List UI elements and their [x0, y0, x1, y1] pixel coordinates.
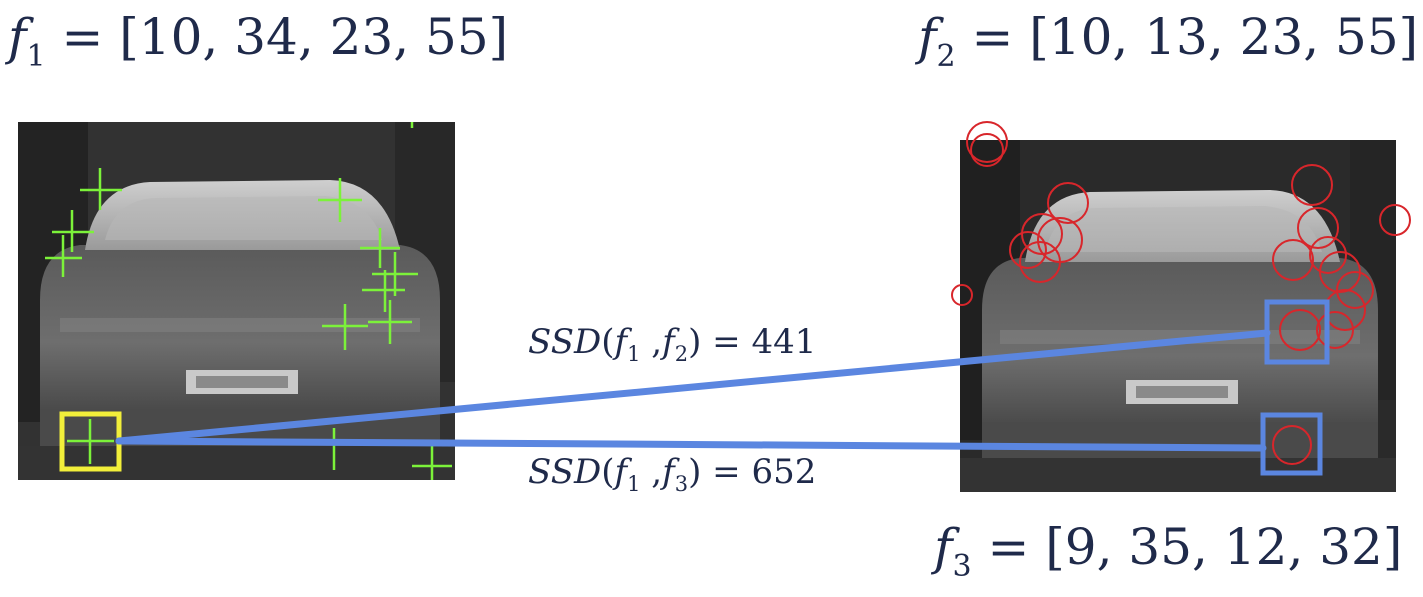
ssd12-open: ( [601, 322, 615, 362]
ssd12-fn: SSD [528, 322, 602, 362]
ssd13-fn: SSD [528, 452, 602, 492]
ssd-f1-f2-label: SSD(f1 ,f2) = 441 [528, 322, 816, 366]
left-car-image [18, 122, 455, 480]
ssd13-result: = 652 [701, 452, 817, 492]
ssd13-close: ) [688, 452, 702, 492]
f1-subscript: 1 [26, 39, 46, 74]
ssd-f1-f3-label: SSD(f1 ,f3) = 652 [528, 452, 816, 496]
f2-vector: = [10, 13, 23, 55] [971, 8, 1419, 66]
f3-equation: f3 = [9, 35, 12, 32] [934, 518, 1402, 584]
f3-vector: = [9, 35, 12, 32] [987, 518, 1403, 576]
ssd13-b: f [662, 452, 675, 492]
ssd13-a-sub: 1 [627, 472, 641, 496]
ssd12-b: f [662, 322, 675, 362]
match-line-f1-f3 [115, 437, 1267, 452]
ssd12-b-sub: 2 [674, 342, 689, 366]
f3-subscript: 3 [952, 549, 972, 584]
ssd13-b-sub: 3 [674, 472, 689, 496]
f1-symbol: f [8, 8, 27, 66]
keypoint-circles [951, 121, 1411, 465]
ssd12-close: ) [688, 322, 702, 362]
ssd12-a-sub: 1 [627, 342, 641, 366]
ssd13-sep: , [640, 452, 663, 492]
f2-subscript: 2 [936, 39, 956, 74]
f3-symbol: f [934, 518, 953, 576]
match-lines [115, 329, 1271, 452]
right-car-image [951, 121, 1411, 492]
f1-vector: = [10, 34, 23, 55] [61, 8, 509, 66]
ssd12-a: f [614, 322, 628, 362]
ssd12-sep: , [640, 322, 663, 362]
ssd13-a: f [614, 452, 628, 492]
match-line-f1-f2 [115, 329, 1271, 445]
f2-symbol: f [918, 8, 937, 66]
keypoint-crosses [45, 122, 452, 480]
f1-equation: f1 = [10, 34, 23, 55] [8, 8, 508, 74]
query-keypoint-cross [67, 419, 114, 464]
ssd13-open: ( [601, 452, 615, 492]
candidate-f3-box [1260, 412, 1323, 476]
f2-equation: f2 = [10, 13, 23, 55] [918, 8, 1418, 74]
ssd12-result: = 441 [701, 322, 817, 362]
